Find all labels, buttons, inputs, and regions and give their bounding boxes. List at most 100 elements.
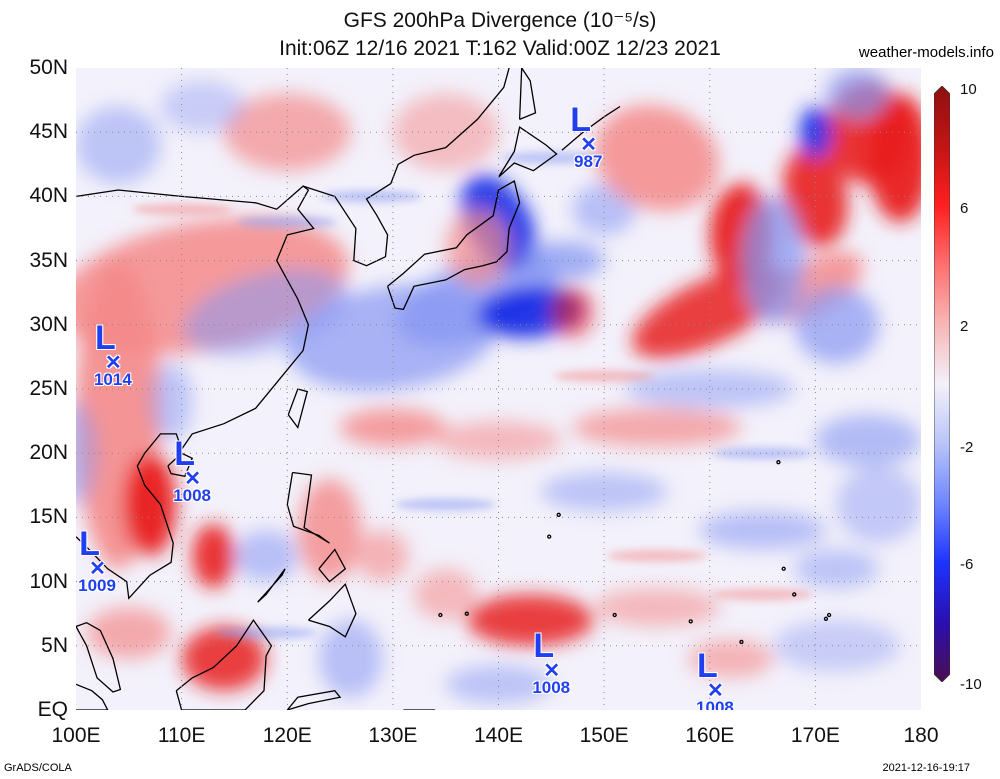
divergence-blob [181,626,267,691]
island [739,639,744,645]
divergence-streak [606,549,707,562]
divergence-blob [773,620,900,672]
lat-label: 5N [41,633,68,657]
divergence-streak [712,588,813,601]
divergence-blob [466,594,594,646]
low-label: L [79,524,100,563]
divergence-blob [836,466,921,544]
island [556,512,561,517]
divergence-blob [699,510,826,550]
divergence-blob [625,369,795,409]
coastline [257,568,286,603]
chart-title: GFS 200hPa Divergence (10⁻⁵/s) [343,9,657,32]
lon-label: 150E [579,724,629,747]
coastline [286,471,330,544]
divergence-blob [160,80,245,133]
low-label: L [533,627,555,666]
lat-label: 20N [29,441,68,465]
divergence-blob [782,145,848,248]
lon-label: 160E [685,724,735,747]
lon-label: 180 [903,724,939,747]
colorbar-label: -6 [960,556,974,573]
lat-label: 25N [29,377,68,400]
lat-label: 40N [29,184,68,208]
coastline [287,388,309,429]
lat-label: 45N [29,120,68,144]
divergence-streak [712,447,813,460]
low-pressure-value: 1008 [173,485,212,505]
divergence-blob [594,104,720,211]
divergence-blob [445,209,510,287]
lon-label: 110E [157,724,206,747]
colorbar-label: -2 [960,439,974,456]
low-label: L [174,434,195,473]
divergence-blob [340,408,446,447]
divergence-blob [794,549,879,589]
island [776,460,781,465]
low-center-icon: ✕ [104,352,122,375]
divergence-blob [794,286,879,364]
island [688,619,693,624]
divergence-blob [234,530,298,582]
island [781,566,786,571]
coastline [518,68,537,121]
divergence-blob [799,106,832,158]
low-center-icon: ✕ [543,660,561,683]
lat-label: EQ [37,698,68,721]
divergence-blob [868,93,921,223]
lat-label: 15N [29,505,68,529]
divergence-blob [223,93,351,171]
divergence-blob [318,620,383,698]
divergence-blob [86,607,172,659]
footer-left: GrADS/COLA [4,762,72,774]
colorbar-label: -10 [960,676,982,693]
divergence-blob [445,665,552,704]
coastline [286,689,342,710]
divergence-blob [149,363,193,441]
coastline [497,126,558,178]
low-pressure-value: 1008 [696,697,734,710]
colorbar-label: 6 [960,200,969,217]
divergence-field [76,68,921,710]
island [464,611,469,616]
lat-label: 10N [29,569,68,593]
lon-label: 130E [368,724,418,747]
divergence-streak [237,216,338,229]
low-label: L [570,101,592,140]
coastline [76,621,122,693]
divergence-blob [593,588,721,627]
divergence-blob [572,183,636,235]
divergence-blob [741,196,805,325]
divergence-streak [216,626,317,639]
coastline [386,180,521,311]
divergence-blob [192,523,235,589]
low-pressure-value: 987 [574,152,603,172]
divergence-blob [572,408,742,447]
island [438,612,443,618]
divergence-blob [76,106,161,184]
lon-label: 170E [790,724,840,747]
low-label: L [697,646,718,685]
lon-label: 100E [51,724,101,747]
divergence-streak [395,498,496,511]
lat-label: 50N [29,56,68,79]
divergence-streak [131,203,232,216]
chart-subtitle: Init:06Z 12/16 2021 T:162 Valid:00Z 12/2… [279,37,721,60]
divergence-blob [519,241,605,280]
colorbar-label: 10 [960,81,977,98]
divergence-blob [355,530,409,582]
lon-label: 140E [473,724,524,747]
map-panel: L ✕ 1014 L ✕ 1008 L ✕ 1009 L ✕ 987 L ✕ 1008 L ✕ 1008 [76,68,921,710]
divergence-streak [554,370,655,383]
coastline [76,683,109,710]
lon-label: 120E [262,724,312,747]
coastline [561,105,621,151]
low-label: L [94,319,116,358]
low-pressure-value: 1014 [93,370,132,390]
coastline [175,618,273,710]
low-center-icon: ✕ [707,679,724,702]
site-label: weather-models.info [858,44,994,61]
divergence-blob [815,414,921,467]
island [792,592,797,597]
divergence-blob [551,286,594,338]
